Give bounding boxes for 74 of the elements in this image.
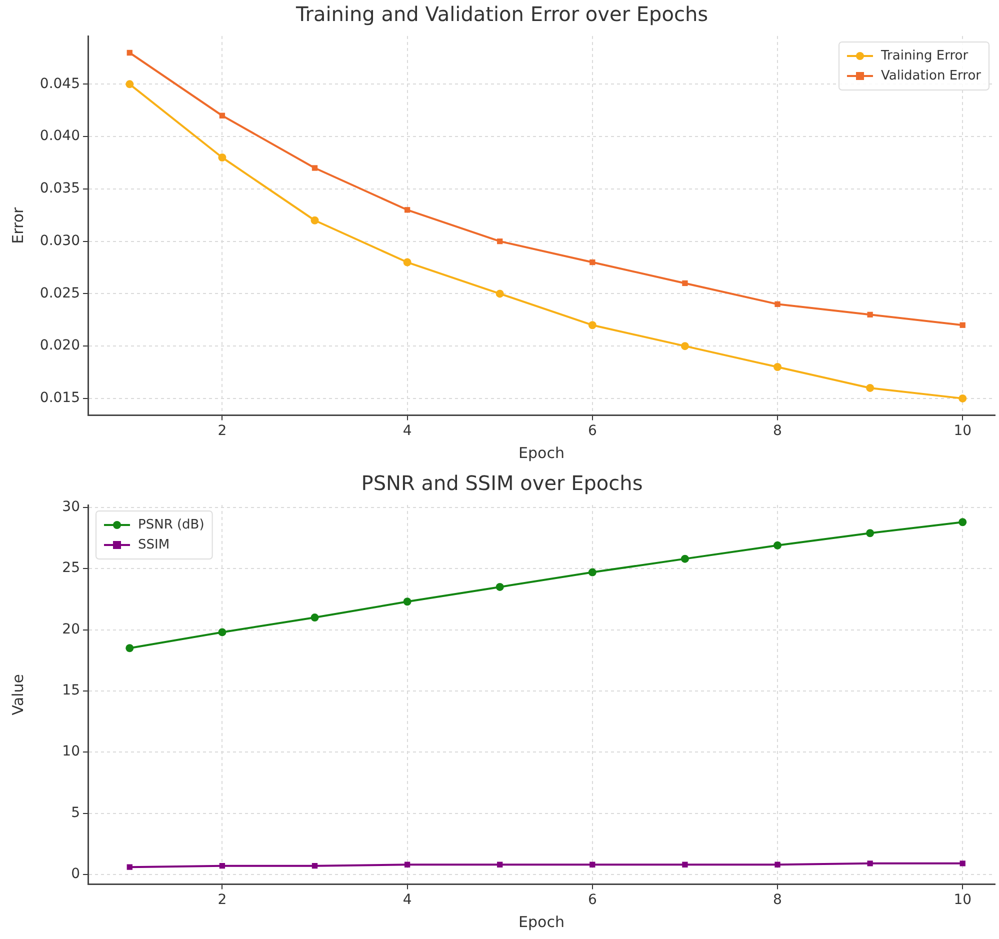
point — [588, 321, 596, 330]
y-tick-label: 15 — [62, 682, 80, 699]
y-tick-label: 0.035 — [40, 180, 80, 197]
y-tick-label: 0 — [71, 866, 80, 882]
point — [774, 301, 780, 307]
y-tick-label: 25 — [62, 560, 80, 576]
chart-title: Training and Validation Error over Epochs — [294, 2, 708, 26]
legend-label: PSNR (dB) — [138, 517, 204, 532]
point — [588, 568, 596, 576]
x-tick-label: 6 — [588, 892, 597, 908]
point — [126, 50, 132, 56]
point — [312, 165, 318, 171]
point — [867, 860, 873, 866]
x-axis-title: Epoch — [518, 912, 564, 931]
y-tick-label: 0.030 — [40, 232, 80, 249]
y-tick-label: 5 — [71, 804, 80, 821]
point — [774, 541, 782, 550]
point — [404, 207, 410, 213]
point — [126, 80, 134, 88]
point — [960, 860, 966, 866]
y-axis-title: Error — [8, 206, 27, 244]
y-tick-label: 20 — [62, 621, 80, 638]
point — [219, 112, 226, 118]
point — [590, 862, 596, 868]
legend-label: Validation Error — [880, 68, 982, 84]
legend-label: SSIM — [138, 537, 170, 552]
point — [403, 598, 412, 606]
point — [590, 259, 596, 266]
point — [496, 290, 504, 298]
y-tick-label: 0.040 — [40, 128, 80, 144]
point — [496, 582, 504, 591]
point — [774, 862, 780, 868]
point — [126, 644, 134, 652]
point — [126, 864, 132, 870]
y-axis-title: Value — [8, 674, 27, 716]
x-tick-label: 8 — [773, 892, 782, 908]
point — [866, 529, 874, 538]
y-tick-label: 0.020 — [40, 338, 80, 354]
point — [867, 312, 873, 318]
point — [958, 518, 967, 526]
y-tick-label: 0.045 — [40, 76, 80, 92]
x-tick-label: 6 — [588, 423, 597, 440]
point — [218, 628, 226, 636]
point — [680, 342, 689, 350]
point — [218, 154, 226, 162]
point — [497, 238, 503, 244]
point — [310, 216, 319, 224]
y-tick-label: 30 — [62, 499, 80, 516]
point — [866, 384, 874, 392]
x-tick-label: 10 — [954, 423, 972, 440]
chart-title: PSNR and SSIM over Epochs — [361, 471, 643, 496]
y-tick-label: 10 — [62, 744, 80, 760]
point — [310, 614, 319, 622]
y-tick-label: 0.025 — [40, 285, 80, 302]
legend-label: Training Error — [880, 48, 969, 64]
point — [960, 322, 966, 328]
x-tick-label: 8 — [773, 423, 782, 440]
point — [219, 863, 226, 869]
point — [682, 862, 688, 868]
y-tick-label: 0.015 — [40, 390, 80, 406]
point — [403, 258, 412, 266]
point — [404, 862, 410, 868]
x-tick-label: 4 — [402, 423, 412, 440]
point — [682, 280, 688, 286]
point — [312, 863, 318, 869]
x-tick-label: 2 — [218, 892, 227, 908]
point — [497, 862, 503, 868]
x-tick-label: 10 — [954, 892, 972, 908]
point — [774, 363, 782, 372]
x-axis-title: Epoch — [518, 444, 564, 462]
point — [680, 554, 689, 563]
point — [958, 394, 967, 402]
x-tick-label: 2 — [218, 423, 227, 440]
x-tick-label: 4 — [402, 892, 412, 908]
